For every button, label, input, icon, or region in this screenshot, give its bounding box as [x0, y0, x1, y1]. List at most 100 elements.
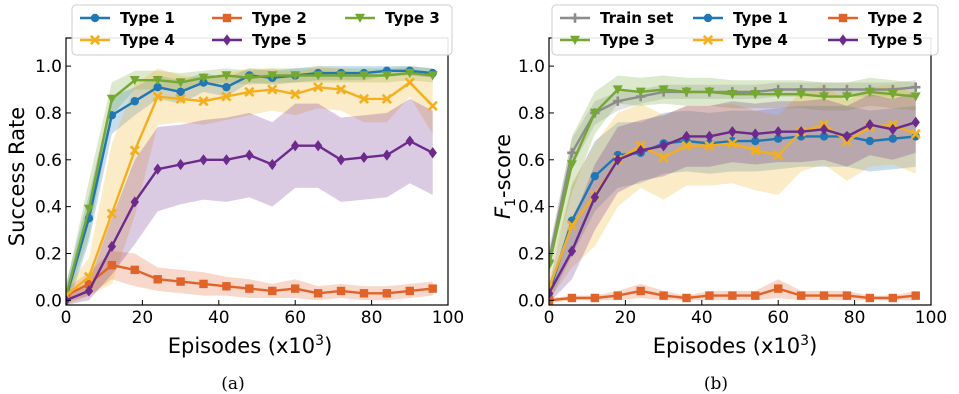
data-point-5-10 [774, 126, 783, 138]
x-tick-label: 80 [844, 308, 866, 328]
y-tick-label: 0.8 [518, 104, 545, 124]
legend-label: Type 5 [252, 31, 307, 49]
data-point-3-2 [589, 108, 600, 118]
data-point-4-10 [291, 140, 300, 152]
data-point-4-8 [727, 138, 738, 149]
data-point-5-7 [705, 130, 714, 142]
legend-marker [355, 13, 365, 23]
data-point-4-14 [382, 149, 392, 161]
data-point-2-10 [290, 71, 301, 81]
legend-marker [838, 13, 848, 23]
data-point-2-14 [381, 71, 392, 81]
legend-label: Type 4 [120, 31, 175, 49]
legend-marker [570, 13, 580, 23]
y-tick-label: 0.2 [35, 244, 62, 264]
data-point-2-9 [267, 71, 278, 81]
data-point-2-4 [152, 75, 163, 86]
confidence-band-4 [66, 98, 433, 305]
legend-label: Type 1 [120, 9, 175, 27]
data-point-0-1 [567, 148, 577, 158]
data-point-5-14 [865, 119, 875, 131]
data-point-3-7 [221, 91, 232, 102]
y-tick-label: 0.2 [518, 244, 545, 264]
data-point-3-10 [290, 89, 301, 100]
data-point-3-9 [267, 84, 278, 95]
data-point-0-5 [176, 87, 185, 97]
data-point-4-8 [245, 149, 254, 161]
data-point-2-15 [888, 293, 897, 303]
data-point-3-0 [549, 260, 554, 271]
data-point-4-7 [222, 154, 231, 166]
data-point-1-15 [888, 134, 897, 143]
data-point-4-5 [176, 158, 185, 171]
legend-label: Type 2 [252, 9, 307, 27]
data-point-1-15 [405, 286, 414, 296]
data-point-2-11 [313, 71, 324, 81]
x-tick-label: 80 [361, 308, 383, 328]
data-point-2-11 [796, 291, 806, 300]
data-point-1-2 [590, 171, 600, 181]
data-point-5-15 [888, 123, 897, 135]
y-tick-label: 1.0 [518, 57, 545, 77]
data-point-4-6 [199, 154, 208, 166]
data-point-3-3 [129, 145, 140, 156]
data-point-2-13 [842, 291, 852, 300]
confidence-band-3 [549, 75, 916, 277]
data-point-1-8 [245, 284, 254, 293]
data-point-3-8 [244, 86, 255, 97]
data-point-2-14 [865, 293, 875, 303]
data-point-5-9 [751, 128, 760, 140]
plot-area [549, 75, 921, 305]
data-point-3-6 [681, 87, 692, 97]
x-tick-label: 0 [544, 308, 555, 328]
data-point-1-5 [176, 277, 185, 286]
data-point-1-4 [153, 275, 162, 284]
data-point-1-3 [130, 265, 139, 275]
legend-marker [570, 35, 580, 45]
y-tick-label: 0.6 [518, 151, 545, 171]
data-point-0-4 [153, 82, 162, 92]
data-point-3-11 [796, 90, 807, 100]
legend-label: Type 4 [733, 31, 788, 49]
data-point-1-16 [428, 284, 437, 293]
x-tick-label: 0 [61, 308, 72, 328]
data-point-4-15 [405, 135, 414, 147]
x-tick-label: 100 [432, 308, 464, 328]
legend-item-1: Type 1 [693, 9, 788, 27]
data-point-0-3 [613, 96, 623, 106]
data-point-2-10 [774, 284, 783, 293]
data-point-1-10 [774, 134, 783, 143]
chart-panel-1: 0 20 40 60 80 100 0.0 0.2 0.4 0.6 0.8 1.0 Episodes (… [491, 4, 947, 394]
x-axis-label: Episodes (x103) [653, 333, 818, 358]
data-point-5-11 [796, 126, 806, 138]
data-point-4-10 [773, 149, 784, 161]
data-point-5-13 [842, 130, 852, 142]
legend-item-2: Type 3 [345, 9, 440, 27]
data-point-2-5 [175, 78, 186, 88]
data-point-3-5 [658, 85, 669, 95]
data-point-1-6 [199, 279, 208, 289]
data-point-3-9 [750, 90, 761, 100]
data-point-3-5 [175, 93, 186, 105]
data-point-3-4 [152, 91, 163, 102]
y-axis-label: Success Rate [5, 107, 29, 246]
data-point-1-10 [291, 284, 300, 293]
data-point-2-7 [221, 71, 232, 81]
data-point-2-16 [911, 291, 920, 300]
data-point-0-3 [130, 97, 139, 106]
plot-area [66, 66, 438, 305]
x-tick-label: 60 [284, 308, 306, 328]
data-point-1-7 [222, 282, 231, 291]
data-point-1-12 [336, 286, 346, 296]
data-point-4-2 [107, 240, 117, 253]
x-tick-label: 20 [615, 308, 637, 328]
data-point-4-3 [130, 196, 139, 208]
data-point-3-10 [773, 90, 784, 100]
data-point-1-9 [268, 286, 277, 296]
data-point-0-0 [549, 255, 554, 266]
legend-marker [838, 34, 848, 46]
data-point-3-15 [404, 77, 415, 88]
data-point-4-13 [359, 151, 369, 164]
data-point-1-11 [313, 289, 323, 298]
legend-item-4: Type 5 [212, 31, 307, 49]
